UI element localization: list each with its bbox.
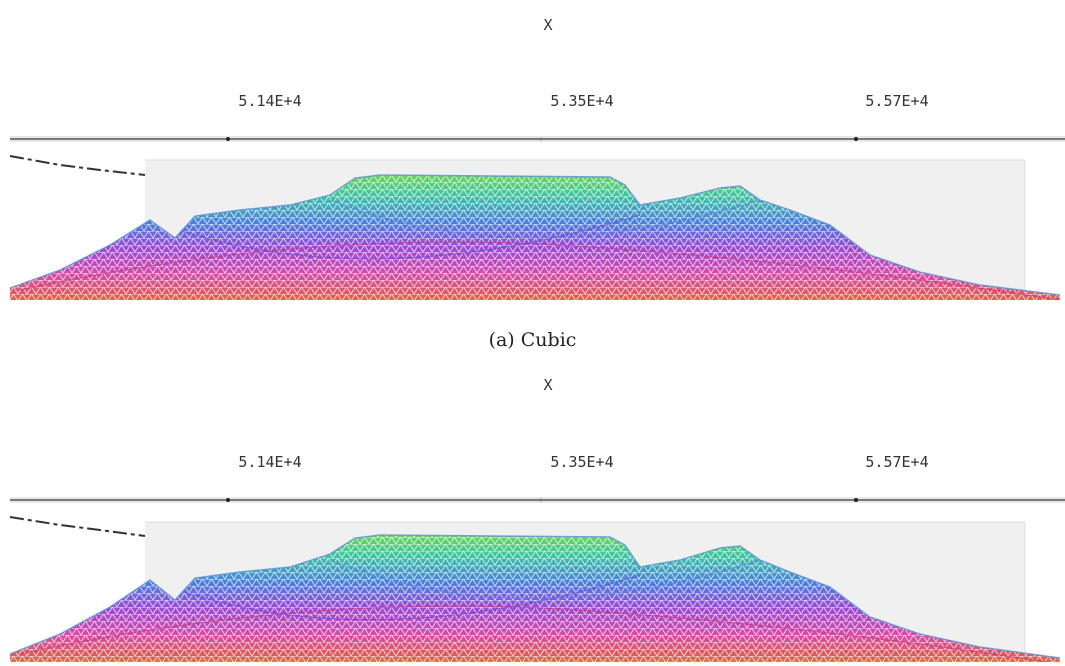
edge-line: [9, 516, 146, 537]
tick-label: 5.57E+4: [865, 453, 928, 471]
edge-line: [9, 155, 146, 176]
tick-mark: [854, 137, 858, 141]
figure-panel-second: X 5.14E+4 5.35E+4 5.57E+4: [0, 362, 1065, 662]
tick-label: 5.14E+4: [238, 92, 301, 110]
figure-panel-cubic: X 5.14E+4 5.35E+4 5.57E+4: [0, 0, 1065, 300]
surface-ridge: [9, 534, 1061, 659]
axis-name: X: [543, 16, 552, 34]
tick-mark: [226, 498, 230, 502]
wireframe-plot: X 5.14E+4 5.35E+4 5.57E+4: [9, 376, 1065, 662]
tick-label: 5.35E+4: [550, 453, 613, 471]
tick-label: 5.35E+4: [550, 92, 613, 110]
tick-label: 5.14E+4: [238, 453, 301, 471]
tick-mark: [226, 137, 230, 141]
wireframe-plot: X 5.14E+4 5.35E+4 5.57E+4: [9, 16, 1065, 300]
figure-caption: (a) Cubic: [488, 329, 577, 351]
axis-name: X: [543, 376, 552, 394]
tick-label: 5.57E+4: [865, 92, 928, 110]
surface-ridge: [9, 174, 1061, 296]
tick-mark: [539, 498, 543, 502]
tick-mark: [539, 137, 543, 141]
tick-mark: [854, 498, 858, 502]
